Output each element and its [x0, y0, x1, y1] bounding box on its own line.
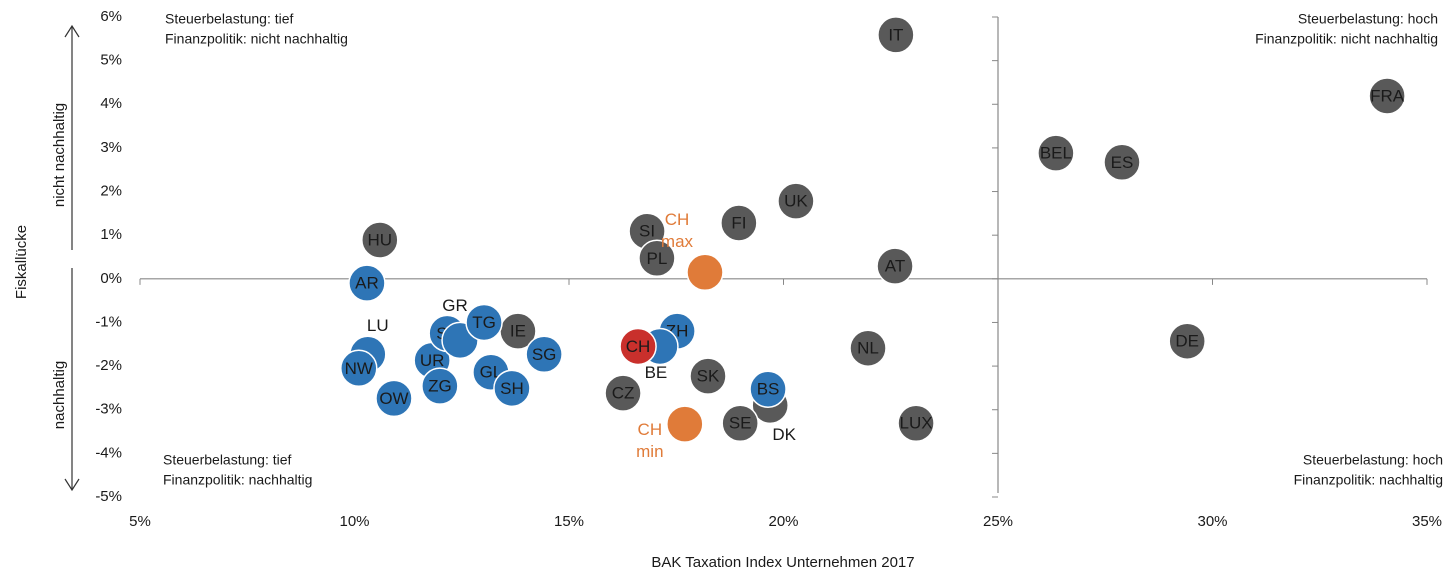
point-label: PL: [647, 249, 668, 268]
x-tick-label: 20%: [768, 513, 798, 530]
y-tick-label: 2%: [100, 183, 122, 200]
y-tick-label: 6%: [100, 8, 122, 25]
point-label: GR: [442, 296, 468, 315]
point-label: AT: [885, 257, 905, 276]
y-tick-label: -2%: [95, 357, 122, 374]
bubble: [876, 247, 914, 285]
quadrant-note: Steuerbelastung: hoch: [1303, 452, 1443, 468]
bubble: [638, 239, 676, 278]
y-tick-label: -5%: [95, 488, 122, 505]
point-label: GL: [480, 363, 503, 382]
point-label: TG: [472, 313, 496, 332]
arrow-head: [64, 478, 80, 492]
bubble: [375, 379, 413, 418]
point-label: BS: [757, 380, 780, 399]
point-label: SG: [532, 345, 557, 364]
quadrant-note: Steuerbelastung: hoch: [1298, 11, 1438, 27]
bubble: [686, 253, 724, 292]
x-tick-label: 15%: [554, 513, 584, 530]
quadrant-note: Finanzpolitik: nicht nachhaltig: [1255, 31, 1438, 47]
point-label: SI: [639, 222, 655, 241]
point-label: NL: [857, 339, 879, 358]
bubble: [493, 369, 531, 408]
y-tick-label: 0%: [100, 270, 122, 287]
y-tick-label: -3%: [95, 401, 122, 418]
bubble: [1168, 322, 1206, 360]
bubble: [721, 404, 759, 443]
point-label: HU: [368, 230, 393, 249]
bubble: [877, 16, 915, 54]
bubble: [348, 264, 386, 302]
x-tick-label: 5%: [129, 513, 151, 530]
y-tick-label: -4%: [95, 444, 122, 461]
point-label: FI: [731, 213, 746, 232]
arrow-head: [64, 24, 80, 38]
x-tick-label: 10%: [339, 513, 369, 530]
y-tick-label: 3%: [100, 139, 122, 156]
bubble: [465, 303, 503, 342]
bubble: [604, 374, 642, 412]
point-label: DE: [1175, 332, 1199, 351]
point-label: CH: [626, 337, 651, 356]
quadrant-note: Finanzpolitik: nachhaltig: [1294, 472, 1443, 488]
point-label: FRA: [1370, 86, 1405, 105]
y-tick-label: 5%: [100, 52, 122, 69]
x-axis-title: BAK Taxation Index Unternehmen 2017: [651, 554, 914, 571]
point-label: DK: [772, 425, 796, 444]
y-axis-title: Fiskallücke: [13, 225, 30, 299]
bubble: [689, 357, 727, 395]
bubble: [666, 405, 704, 443]
point-label: IE: [510, 322, 526, 341]
point-label: SH: [500, 379, 524, 398]
bubble: [749, 370, 787, 408]
bubble: [777, 182, 815, 220]
y-tick-label: 1%: [100, 226, 122, 243]
point-label: SE: [729, 414, 752, 433]
arrow-label: nicht nachhaltig: [51, 103, 68, 207]
x-tick-label: 35%: [1412, 513, 1442, 530]
point-label: BEL: [1040, 144, 1072, 163]
bubble: [525, 335, 563, 374]
bubble: [1368, 77, 1406, 115]
point-label: NW: [345, 359, 373, 378]
point-label: LU: [367, 316, 389, 335]
bubble: [421, 367, 459, 405]
quadrant-note: Finanzpolitik: nicht nachhaltig: [165, 31, 348, 47]
point-label: OW: [379, 389, 408, 408]
bubble: [720, 204, 758, 242]
bubble: [1037, 134, 1075, 172]
point-label: ES: [1111, 153, 1134, 172]
bubble: [361, 221, 399, 259]
arrow-label: nachhaltig: [51, 361, 68, 429]
point-label: CZ: [612, 384, 635, 403]
point-label: UR: [420, 351, 445, 370]
x-tick-label: 25%: [983, 513, 1013, 530]
bubble: [340, 349, 378, 388]
point-label: BE: [645, 363, 668, 382]
y-tick-label: 4%: [100, 95, 122, 112]
bubble: [619, 327, 657, 366]
point-label: CH max: [660, 210, 694, 252]
point-label: AR: [355, 274, 379, 293]
bubble: [849, 329, 887, 367]
bubble: [897, 404, 935, 443]
point-label: ZG: [428, 377, 452, 396]
point-label: IT: [888, 25, 903, 44]
quadrant-note: Finanzpolitik: nachhaltig: [163, 472, 312, 488]
quadrant-note: Steuerbelastung: tief: [165, 11, 294, 27]
point-label: UK: [784, 192, 808, 211]
y-tick-label: -1%: [95, 313, 122, 330]
point-label: LUX: [900, 414, 933, 433]
point-label: SK: [697, 367, 720, 386]
bubble: [1103, 143, 1141, 182]
point-label: CH min: [636, 420, 664, 462]
x-tick-label: 30%: [1197, 513, 1227, 530]
quadrant-note: Steuerbelastung: tief: [163, 452, 292, 468]
